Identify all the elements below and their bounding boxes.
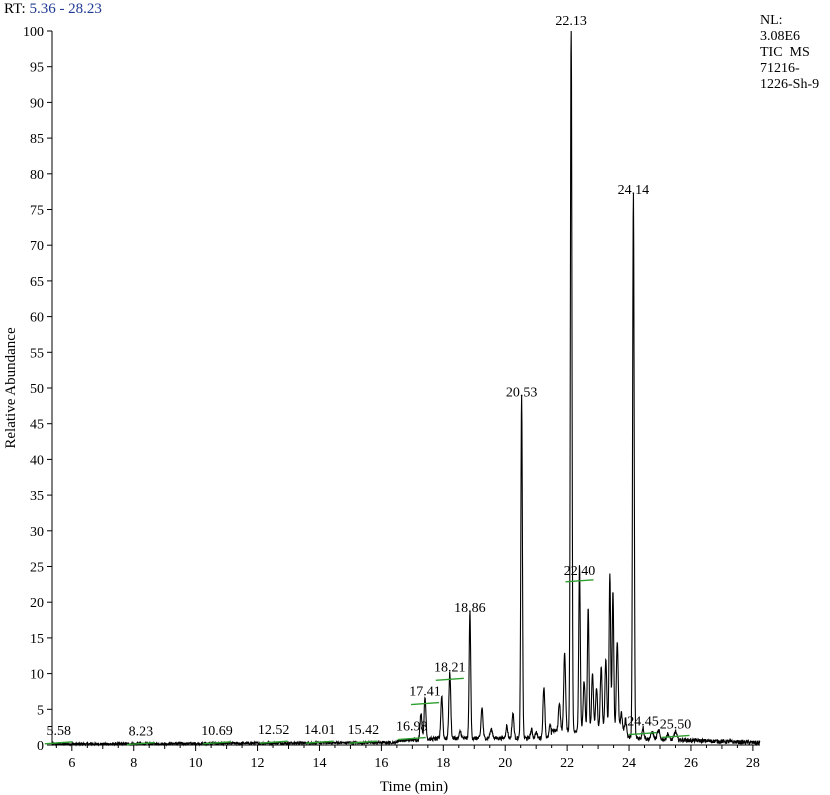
peak-markers [44,579,690,746]
y-tick-label: 65 [30,275,44,290]
y-tick-label: 5 [37,703,44,718]
y-tick-label: 95 [30,61,44,76]
rt-prefix: RT: [4,1,26,17]
y-tick-label: 60 [30,311,44,326]
y-tick-label: 25 [30,561,44,576]
peak-marker [202,741,232,745]
peak-label: 15.42 [348,723,380,738]
peak-marker [397,736,426,741]
peak-label: 18.86 [454,601,486,616]
x-tick-label: 22 [560,756,574,771]
scan-type: TIC MS [760,45,810,60]
x-tick-label: 28 [746,756,760,771]
x-tick-label: 16 [374,756,388,771]
y-tick-label: 0 [37,739,44,754]
y-tick-label: 85 [30,132,44,147]
x-tick-label: 10 [189,756,203,771]
y-tick-label: 15 [30,632,44,647]
peak-marker [435,677,464,682]
y-tick-label: 100 [23,25,44,40]
peak-marker [349,740,378,744]
peak-marker [410,701,440,706]
peak-label: 18.21 [434,660,466,675]
y-ticks: 0 5 10 15 20 25 30 35 40 45 50 55 60 65 70 75 80 85 90 95 10… [23,25,52,754]
x-tick-label: 18 [436,756,450,771]
peak-marker [661,734,690,739]
x-ticks: 6 8 10 12 14 16 18 20 22 24 26 28 [55,745,760,771]
y-tick-label: 10 [30,668,44,683]
normalization-info: NL: 3.08E6 TIC MS 71216- 1226-Sh-9 [760,13,819,93]
peak-label: 14.01 [304,723,336,738]
tic-trace [51,30,761,747]
peak-marker [44,741,73,745]
peak-marker [259,740,288,744]
peak-marker [305,740,334,744]
y-tick-label: 55 [30,346,44,361]
peak-label: 5.58 [47,724,72,739]
nl-label: NL: [760,13,783,28]
peak-label: 24.45 [627,715,659,730]
peak-label: 25.50 [660,717,692,732]
x-tick-label: 8 [130,756,137,771]
peak-label: 8.23 [129,725,154,740]
x-tick-label: 20 [498,756,512,771]
peak-marker [628,731,658,736]
peak-label: 20.53 [506,385,538,400]
x-axis-label: Time (min) [380,779,448,795]
peak-label: 16.98 [396,720,428,735]
sample-id-line2: 1226-Sh-9 [760,77,820,92]
peak-marker [126,741,155,746]
peak-label: 12.52 [258,723,290,738]
y-tick-label: 50 [30,382,44,397]
peak-marker [565,579,594,583]
peak-label: 22.40 [564,564,596,579]
y-tick-label: 45 [30,418,44,433]
x-tick-label: 24 [622,756,636,771]
axes [51,31,760,746]
x-tick-label: 12 [251,756,265,771]
y-tick-label: 80 [30,168,44,183]
y-tick-label: 70 [30,239,44,254]
peak-label: 17.41 [409,685,441,700]
x-tick-label: 26 [684,756,698,771]
x-tick-label: 14 [312,756,326,771]
y-tick-label: 75 [30,204,44,219]
y-tick-label: 20 [30,596,44,611]
rt-range-label: RT: 5.36 - 28.23 [4,1,102,18]
x-tick-label: 6 [68,756,75,771]
y-tick-label: 35 [30,489,44,504]
y-tick-label: 90 [30,96,44,111]
peak-labels: 5.58 8.23 10.69 12.52 14.01 15.42 16.98 17.41 18… [47,14,692,740]
rt-range-value: 5.36 - 28.23 [29,1,102,17]
y-tick-label: 40 [30,453,44,468]
peak-label: 22.13 [555,14,587,29]
y-tick-label: 30 [30,525,44,540]
peak-label: 10.69 [201,724,233,739]
nl-value: 3.08E6 [760,29,801,44]
peak-label: 24.14 [618,183,650,198]
sample-id-line1: 71216- [760,61,800,76]
y-axis-label: Relative Abundance [3,327,19,449]
